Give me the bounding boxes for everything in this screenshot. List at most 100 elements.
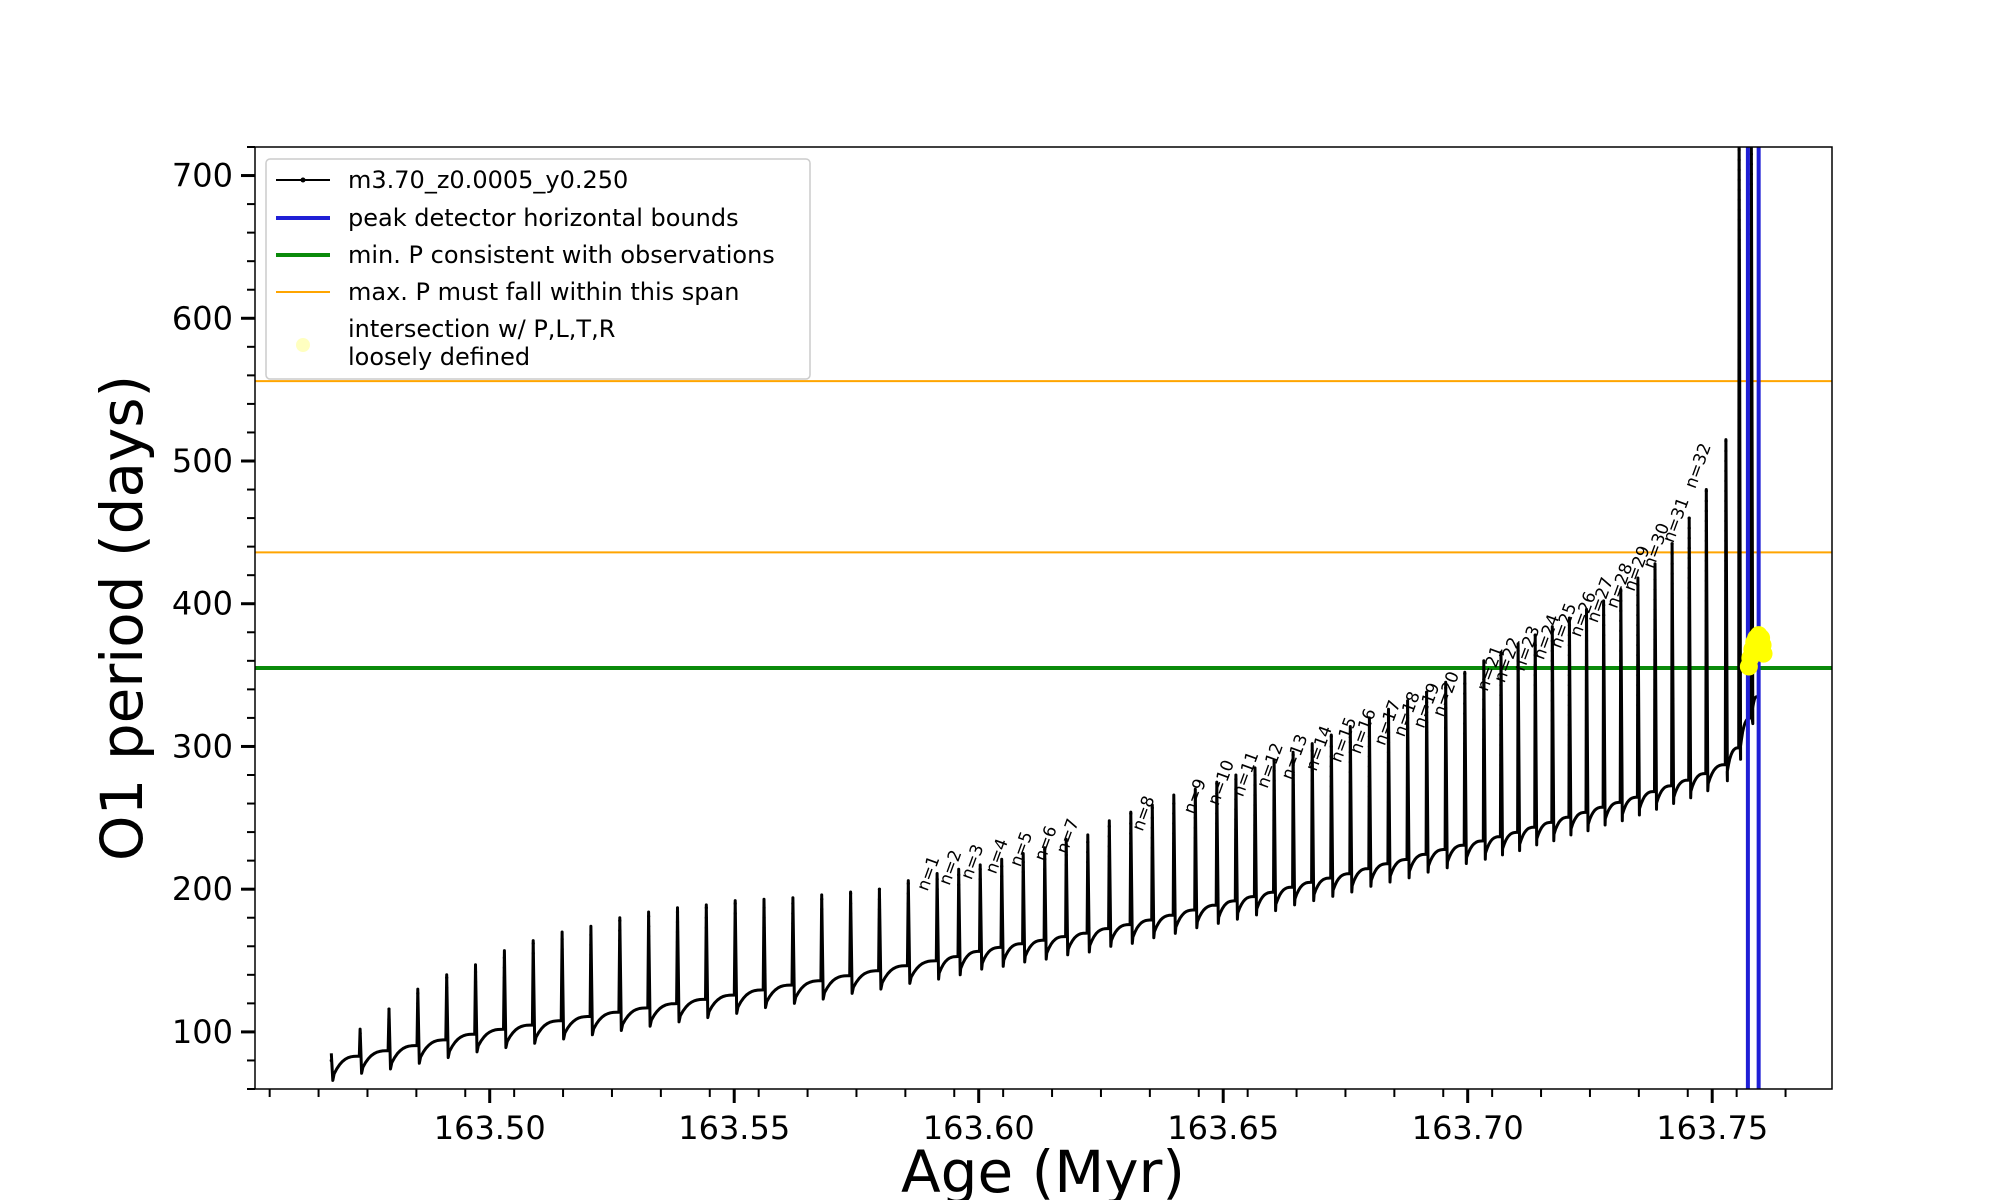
- series-point: [1670, 761, 1674, 766]
- series-point: [1724, 759, 1728, 763]
- series-point: [1272, 869, 1276, 873]
- series-point: [1584, 759, 1589, 763]
- series-point: [1107, 904, 1111, 908]
- series-point: [1272, 889, 1276, 893]
- series-point: [1737, 308, 1741, 312]
- series-point: [1253, 843, 1257, 847]
- series-point: [1602, 713, 1606, 717]
- y-tick-label: 500: [172, 442, 233, 480]
- series-point: [1584, 809, 1589, 813]
- series-point: [1463, 781, 1467, 786]
- series-point: [1064, 863, 1068, 867]
- series-point: [848, 921, 853, 926]
- series-point: [1234, 877, 1238, 881]
- series-point: [1482, 817, 1486, 821]
- series-point: [647, 1004, 651, 1008]
- series-point: [1329, 764, 1333, 769]
- series-point: [704, 996, 708, 1000]
- series-point: [1043, 937, 1047, 941]
- series-point: [1405, 836, 1410, 840]
- series-point: [1737, 158, 1741, 162]
- series-point: [1086, 900, 1090, 904]
- series-point: [957, 923, 961, 927]
- series-point: [1737, 188, 1741, 192]
- series-point: [1444, 716, 1448, 720]
- series-point: [1129, 911, 1133, 916]
- series-point: [1405, 766, 1410, 770]
- series-point: [1670, 702, 1674, 706]
- series-point: [1619, 699, 1623, 703]
- series-point: [1463, 771, 1467, 776]
- series-point: [1704, 759, 1708, 763]
- series-point: [1724, 739, 1728, 743]
- series-point: [1550, 729, 1554, 733]
- series-point: [1425, 760, 1429, 764]
- series-point: [1724, 599, 1728, 603]
- series-point: [1584, 669, 1589, 673]
- series-point: [560, 987, 564, 991]
- series-point: [473, 1000, 478, 1004]
- series-point: [1749, 402, 1753, 406]
- series-point: [1724, 569, 1728, 573]
- series-point: [877, 937, 882, 941]
- series-point: [1670, 662, 1674, 666]
- series-point: [1482, 687, 1486, 691]
- series-point: [1567, 793, 1572, 797]
- series-point: [1021, 870, 1025, 874]
- series-point: [618, 968, 622, 973]
- series-point: [1584, 799, 1589, 803]
- series-point: [1737, 497, 1741, 502]
- series-point: [762, 966, 766, 970]
- series-point: [1086, 870, 1090, 874]
- series-point: [1670, 592, 1674, 596]
- series-point: [1064, 913, 1068, 917]
- series-point: [1704, 709, 1708, 713]
- series-point: [618, 988, 622, 993]
- series-point: [1704, 679, 1708, 683]
- series-point: [1444, 766, 1448, 770]
- series-point: [906, 921, 910, 926]
- series-point: [1687, 776, 1691, 780]
- series-point: [1636, 673, 1640, 677]
- series-point: [1619, 739, 1623, 743]
- series-point: [618, 958, 622, 963]
- series-point: [445, 1006, 449, 1010]
- series-point: [1550, 799, 1554, 803]
- series-point: [1687, 686, 1691, 690]
- series-point: [1444, 826, 1448, 830]
- series-point: [1386, 750, 1391, 754]
- series-point: [1567, 723, 1572, 727]
- series-point: [1749, 152, 1753, 156]
- series-point: [1619, 669, 1623, 673]
- series-point: [560, 977, 564, 981]
- series-point: [1405, 826, 1410, 830]
- series-point: [1567, 623, 1572, 627]
- series-point: [877, 947, 882, 951]
- series-point: [1533, 633, 1537, 637]
- series-point: [848, 901, 853, 906]
- series-point: [1253, 873, 1257, 877]
- series-point: [1567, 803, 1572, 807]
- series-point: [1749, 612, 1753, 616]
- series-point: [1021, 900, 1025, 904]
- series-point: [1724, 609, 1728, 613]
- series-point: [978, 877, 982, 881]
- series-point: [1499, 743, 1503, 747]
- series-point: [1550, 769, 1554, 773]
- series-point: [1737, 677, 1741, 681]
- series-point: [1724, 439, 1728, 443]
- series-point: [1516, 649, 1520, 653]
- series-point: [1550, 719, 1554, 723]
- series-point: [1310, 809, 1314, 813]
- series-point: [1329, 874, 1333, 878]
- series-point: [675, 950, 680, 954]
- series-point: [1172, 831, 1176, 836]
- series-point: [1310, 829, 1314, 833]
- series-point: [1724, 679, 1728, 683]
- series-point: [1253, 783, 1257, 787]
- series-point: [1670, 552, 1674, 556]
- series-point: [1749, 572, 1753, 576]
- series-point: [1425, 790, 1429, 794]
- series-point: [1724, 559, 1728, 563]
- series-point: [1749, 412, 1753, 416]
